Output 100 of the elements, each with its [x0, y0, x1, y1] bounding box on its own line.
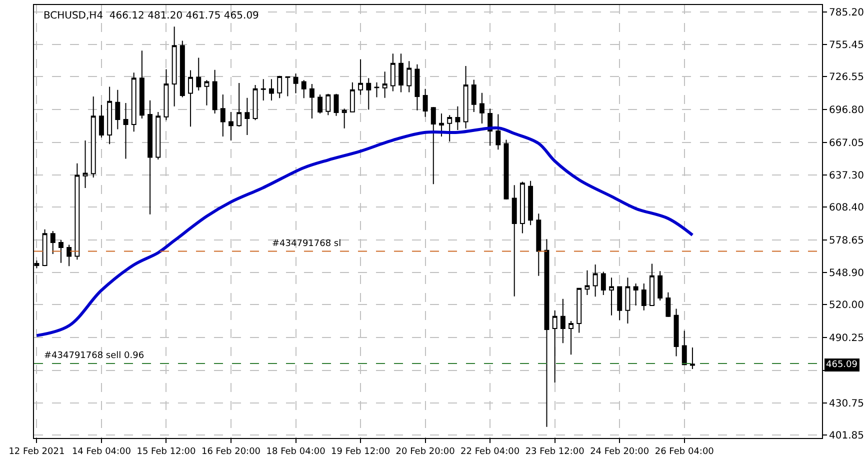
candlestick: [658, 270, 663, 302]
candlestick: [382, 71, 388, 98]
candlestick: [584, 270, 590, 296]
candlestick: [568, 320, 574, 356]
x-tick-label: 12 Feb 2021: [8, 446, 65, 457]
x-tick-label: 20 Feb 20:00: [396, 446, 456, 457]
candlestick: [42, 228, 48, 267]
candlestick: [260, 78, 266, 101]
candlestick: [439, 113, 444, 137]
candlestick: [650, 263, 654, 306]
candlestick: [633, 283, 638, 306]
candlestick: [293, 73, 298, 94]
candlestick: [366, 78, 372, 110]
x-tick-label: 18 Feb 04:00: [266, 446, 326, 457]
candlestick: [690, 346, 695, 370]
candlestick: [148, 100, 153, 215]
candlestick: [156, 111, 161, 160]
candlestick: [390, 53, 396, 92]
candlestick: [430, 106, 436, 185]
y-tick-label: 401.85: [829, 430, 864, 442]
candlestick: [326, 93, 331, 116]
text: BCHUSD,H4 466.12 481.20 461.75 465.09: [43, 10, 259, 22]
candlestick: [212, 69, 218, 114]
candlestick: [66, 244, 72, 267]
candlestick: [560, 298, 566, 344]
candlestick: [196, 57, 202, 91]
candlestick: [82, 140, 88, 189]
candlestick: [674, 308, 679, 357]
x-tick-label: 26 Feb 04:00: [654, 446, 714, 457]
candlestick: [576, 288, 582, 334]
candlestick: [471, 79, 476, 112]
candlestick: [536, 213, 542, 276]
annotation: 465.09: [826, 360, 858, 370]
candlestick: [204, 80, 210, 106]
x-tick-label: 16 Feb 20:00: [201, 446, 261, 457]
candlestick: [90, 96, 96, 178]
y-tick-label: 726.55: [829, 72, 864, 84]
candlestick: [334, 93, 339, 116]
candlestick: [666, 292, 671, 318]
candlestick: [520, 181, 525, 234]
y-tick-label: 755.45: [829, 40, 864, 52]
ref-line-label: #434791768 sell 0.96: [44, 351, 144, 361]
candlestick: [228, 111, 234, 141]
candlestick: [164, 68, 169, 121]
candlestick: [123, 102, 128, 160]
candlestick: [504, 139, 509, 200]
candlestick: [180, 40, 185, 98]
y-tick-label: 490.25: [829, 332, 864, 344]
candlestick: [617, 286, 622, 321]
candlestick: [592, 264, 598, 298]
candlestick: [374, 82, 380, 98]
candlestick: [107, 86, 112, 145]
candlestick: [252, 84, 258, 121]
candlestick: [641, 283, 646, 311]
candlestick: [682, 330, 687, 366]
ref-line-label: #434791768 sl: [272, 239, 342, 249]
candlestick: [269, 78, 274, 101]
candlestick: [528, 180, 534, 226]
y-tick-label: 608.40: [829, 202, 864, 214]
candlestick: [277, 75, 282, 99]
y-tick-label: 548.90: [829, 268, 864, 280]
y-tick-label: 520.00: [829, 300, 864, 312]
x-tick-label: 23 Feb 12:00: [525, 446, 585, 457]
candlestick: [398, 53, 404, 93]
candlestick: [98, 104, 104, 138]
candlestick: [131, 72, 136, 132]
candlestick: [236, 82, 242, 128]
x-tick-label: 22 Feb 04:00: [460, 446, 520, 457]
candlestick: [414, 64, 420, 111]
candlestick: [139, 50, 144, 119]
candlestick: [600, 271, 606, 296]
candlestick: [455, 106, 460, 130]
candlestick: [447, 114, 452, 142]
candlestick: [406, 60, 412, 93]
x-tick-label: 15 Feb 12:00: [136, 446, 196, 457]
candlestick: [496, 114, 501, 150]
candlestick: [172, 26, 177, 107]
y-tick-label: 785.20: [829, 7, 864, 18]
candlestick: [342, 108, 347, 129]
candlestick: [358, 58, 364, 96]
candlestick: [544, 238, 550, 428]
candlestick: [552, 310, 558, 384]
candlestick: [512, 184, 517, 297]
y-tick-label: 667.05: [829, 138, 864, 149]
x-tick-label: 24 Feb 20:00: [590, 446, 650, 457]
candlestick: [58, 239, 64, 264]
y-tick-label: 578.65: [829, 235, 864, 246]
candlestick: [285, 76, 290, 97]
candlestick: [609, 277, 614, 316]
candlestick: [244, 97, 250, 136]
x-tick-label: 19 Feb 12:00: [331, 446, 390, 457]
candlestick: [309, 84, 314, 119]
candlestick: [74, 162, 80, 260]
y-tick-label: 696.80: [829, 104, 864, 116]
candlestick: [50, 230, 56, 254]
candlestick: [479, 92, 484, 124]
candlestick: [350, 82, 355, 112]
candlestick: [625, 277, 630, 324]
y-tick-label: 430.75: [829, 398, 864, 410]
candlestick: [422, 88, 428, 118]
